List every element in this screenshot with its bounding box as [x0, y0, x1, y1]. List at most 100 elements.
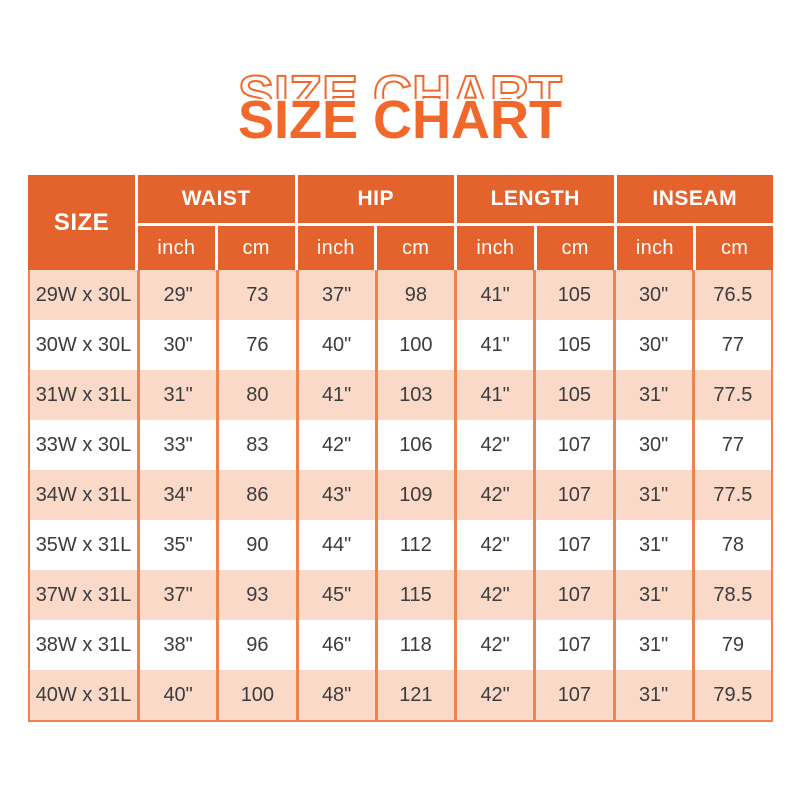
cell-value: 42": [457, 670, 534, 720]
cell-value: 31": [615, 670, 692, 720]
cell-value: 31": [615, 370, 692, 420]
header-inseam-cm: cm: [696, 226, 773, 270]
cell-value: 41": [457, 320, 534, 370]
cell-value: 78: [694, 520, 771, 570]
cell-value: 31": [615, 470, 692, 520]
cell-value: 76: [219, 320, 296, 370]
cell-value: 46": [298, 620, 375, 670]
cell-value: 31": [140, 370, 217, 420]
cell-value: 43": [298, 470, 375, 520]
cell-value: 118: [377, 620, 454, 670]
cell-value: 86: [219, 470, 296, 520]
cell-value: 48": [298, 670, 375, 720]
cell-value: 42": [457, 520, 534, 570]
cell-value: 42": [457, 620, 534, 670]
cell-value: 42": [457, 420, 534, 470]
cell-value: 37": [140, 570, 217, 620]
cell-value: 77.5: [694, 470, 771, 520]
row-size-label: 38W x 31L: [30, 620, 137, 670]
cell-value: 83: [219, 420, 296, 470]
cell-value: 44": [298, 520, 375, 570]
cell-value: 107: [536, 420, 613, 470]
table-body: 29W x 30L 29" 73 37" 98 41" 105 30" 76.5 30W x 30…: [28, 270, 773, 722]
cell-value: 79: [694, 620, 771, 670]
header-size: SIZE: [28, 175, 135, 270]
cell-value: 77: [694, 420, 771, 470]
cell-value: 31": [615, 620, 692, 670]
cell-value: 100: [377, 320, 454, 370]
cell-value: 121: [377, 670, 454, 720]
row-size-label: 35W x 31L: [30, 520, 137, 570]
cell-value: 77.5: [694, 370, 771, 420]
size-chart-table: SIZE WAIST HIP LENGTH INSEAM inch cm inc…: [28, 175, 773, 722]
header-hip-inch: inch: [297, 226, 375, 270]
cell-value: 79.5: [694, 670, 771, 720]
cell-value: 37": [298, 270, 375, 320]
cell-value: 106: [377, 420, 454, 470]
cell-value: 107: [536, 470, 613, 520]
row-size-label: 33W x 30L: [30, 420, 137, 470]
cell-value: 40": [298, 320, 375, 370]
cell-value: 103: [377, 370, 454, 420]
cell-value: 107: [536, 520, 613, 570]
cell-value: 42": [298, 420, 375, 470]
row-size-label: 37W x 31L: [30, 570, 137, 620]
header-group-length: LENGTH: [457, 175, 614, 223]
cell-value: 100: [219, 670, 296, 720]
header-waist-cm: cm: [217, 226, 295, 270]
row-size-label: 31W x 31L: [30, 370, 137, 420]
cell-value: 77: [694, 320, 771, 370]
cell-value: 42": [457, 470, 534, 520]
cell-value: 105: [536, 370, 613, 420]
cell-value: 73: [219, 270, 296, 320]
row-size-label: 40W x 31L: [30, 670, 137, 720]
header-length-cm: cm: [536, 226, 614, 270]
cell-value: 107: [536, 670, 613, 720]
cell-value: 30": [615, 320, 692, 370]
row-size-label: 29W x 30L: [30, 270, 137, 320]
cell-value: 31": [615, 520, 692, 570]
cell-value: 115: [377, 570, 454, 620]
cell-value: 38": [140, 620, 217, 670]
header-group-waist: WAIST: [138, 175, 295, 223]
cell-value: 30": [615, 270, 692, 320]
cell-value: 30": [140, 320, 217, 370]
cell-value: 35": [140, 520, 217, 570]
cell-value: 93: [219, 570, 296, 620]
cell-value: 34": [140, 470, 217, 520]
header-group-hip: HIP: [297, 175, 454, 223]
header-inseam-inch: inch: [616, 226, 694, 270]
cell-value: 45": [298, 570, 375, 620]
cell-value: 105: [536, 320, 613, 370]
cell-value: 112: [377, 520, 454, 570]
cell-value: 31": [615, 570, 692, 620]
page-title: SIZE CHART: [238, 90, 562, 150]
cell-value: 105: [536, 270, 613, 320]
cell-value: 42": [457, 570, 534, 620]
cell-value: 78.5: [694, 570, 771, 620]
cell-value: 90: [219, 520, 296, 570]
row-size-label: 34W x 31L: [30, 470, 137, 520]
cell-value: 109: [377, 470, 454, 520]
cell-value: 41": [457, 370, 534, 420]
row-size-label: 30W x 30L: [30, 320, 137, 370]
cell-value: 107: [536, 570, 613, 620]
table-header: SIZE WAIST HIP LENGTH INSEAM inch cm inc…: [28, 175, 773, 270]
cell-value: 96: [219, 620, 296, 670]
cell-value: 98: [377, 270, 454, 320]
title-echo-outline: SIZE CHART: [237, 68, 563, 99]
cell-value: 30": [615, 420, 692, 470]
cell-value: 29": [140, 270, 217, 320]
cell-value: 41": [298, 370, 375, 420]
cell-value: 76.5: [694, 270, 771, 320]
cell-value: 41": [457, 270, 534, 320]
header-group-inseam: INSEAM: [616, 175, 773, 223]
cell-value: 80: [219, 370, 296, 420]
header-length-inch: inch: [457, 226, 534, 270]
cell-value: 107: [536, 620, 613, 670]
cell-value: 33": [140, 420, 217, 470]
header-hip-cm: cm: [377, 226, 454, 270]
header-waist-inch: inch: [138, 226, 215, 270]
cell-value: 40": [140, 670, 217, 720]
